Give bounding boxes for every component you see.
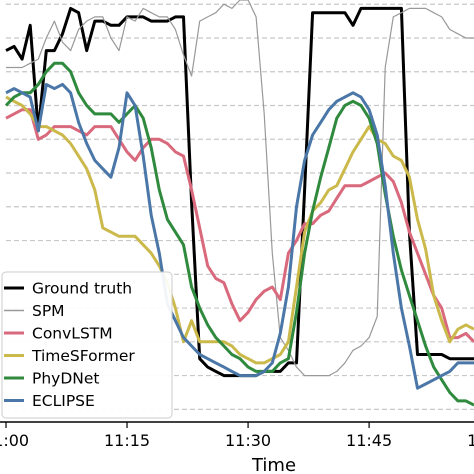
series-lines (4, 0, 474, 407)
x-tick-labels: 11:00 11:15 11:30 11:45 12:00 (0, 431, 474, 450)
legend-label: ConvLSTM (32, 325, 113, 343)
legend-label: SPM (32, 302, 65, 320)
legend-label: Ground truth (32, 280, 132, 298)
x-tick-label: 11:00 (0, 431, 29, 450)
series-line-phydnet (4, 61, 474, 407)
x-tick-label: 11:45 (346, 431, 392, 450)
legend-label: TimeSFormer (31, 347, 135, 365)
legend: Ground truth SPM ConvLSTM TimeSFormer PhyDNe… (1, 271, 173, 419)
legend-label: ECLIPSE (32, 392, 95, 410)
x-axis-label: Time (251, 455, 296, 474)
x-tick-label: 11:30 (225, 431, 271, 450)
series-line-timesformer (5, 95, 474, 365)
legend-label: PhyDNet (32, 370, 100, 388)
x-tick-label: 11:15 (104, 431, 150, 450)
x-tick-label: 12:00 (467, 431, 474, 450)
series-line-eclipse (5, 82, 474, 390)
axes (0, 421, 474, 428)
legend-box (1, 271, 173, 419)
series-line-spm (6, 0, 474, 377)
